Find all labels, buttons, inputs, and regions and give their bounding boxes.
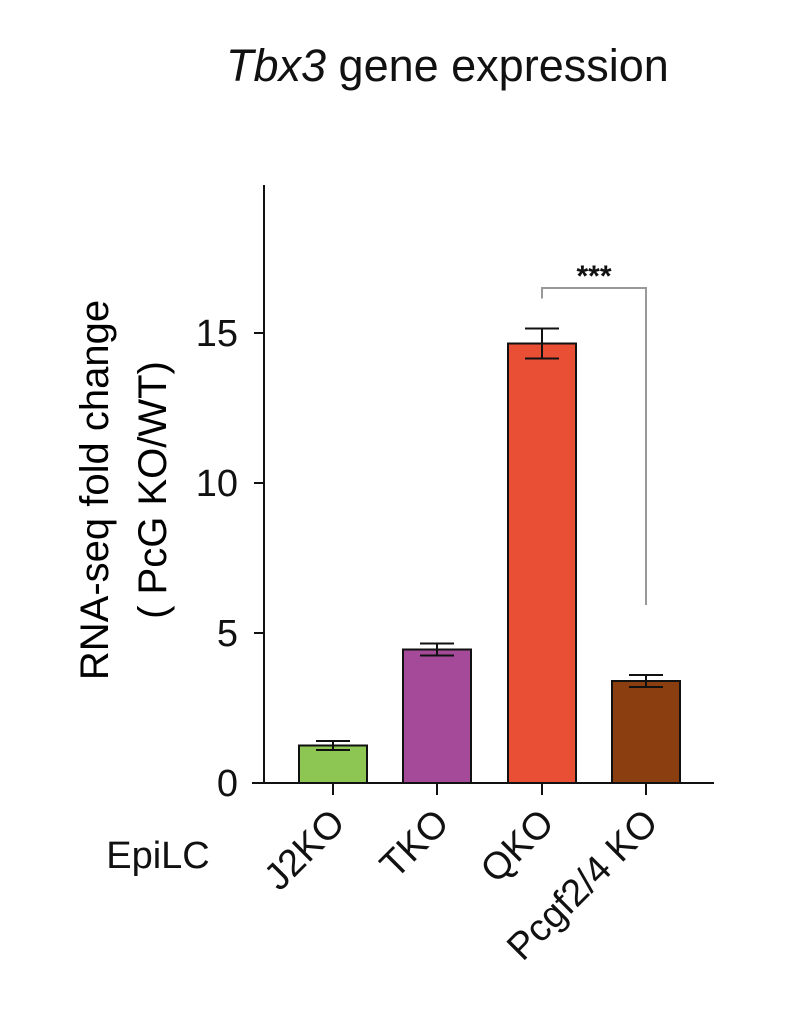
y-axis-label-line2: ( PcG KO/WT) <box>131 361 175 619</box>
bar-pcgf2-4-ko <box>611 680 681 784</box>
chart-title: Tbx3 gene expression <box>226 40 669 92</box>
category-label-tko: TKO <box>372 802 457 887</box>
y-axis-label-line1: RNA-seq fold change <box>73 300 117 680</box>
group-label: EpiLC <box>106 835 210 877</box>
bar-j2ko <box>298 744 368 784</box>
bar-tko <box>402 648 472 784</box>
category-label-qko: QKO <box>473 802 562 891</box>
y-axis-label: RNA-seq fold change ( PcG KO/WT) <box>73 300 175 680</box>
significance-label: *** <box>576 260 611 293</box>
chart-title-rest: gene expression <box>326 40 669 91</box>
significance-bracket <box>541 287 647 605</box>
y-tick-label-10: 10 <box>196 463 238 505</box>
category-label-j2ko: J2KO <box>256 802 353 899</box>
bar-qko <box>507 342 577 784</box>
y-tick-label-5: 5 <box>217 613 238 655</box>
y-tick-label-15: 15 <box>196 313 238 355</box>
chart-title-gene: Tbx3 <box>226 40 327 91</box>
y-tick-label-0: 0 <box>217 763 238 805</box>
